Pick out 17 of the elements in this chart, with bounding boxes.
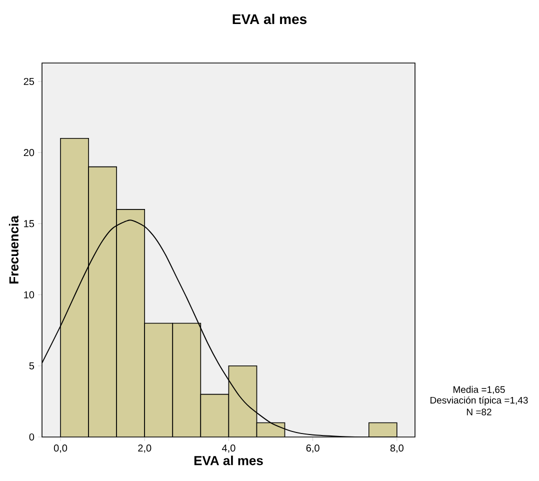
x-tick-label: 8,0 [390,444,404,453]
text: Desviación típica =1,43 [430,396,528,406]
x-axis-title: EVA al mes [194,456,263,466]
y-tick-label: 0 [29,433,34,441]
y-tick-label: 10 [24,291,34,298]
x-tick-label: 0,0 [54,444,68,453]
x-tick-label: 6,0 [306,444,320,453]
y-tick-label: 20 [24,149,34,156]
y-tick-label: 25 [24,78,34,86]
x-tick-label: 4,0 [222,444,236,453]
chart-title: EVA al mes [232,14,307,24]
text: N =82 [466,408,492,416]
x-tick-label: 2,0 [138,444,152,453]
text: Media =1,65 [454,386,505,394]
y-axis-title: Frecuencia [8,216,18,284]
y-tick-label: 15 [24,220,34,228]
y-tick-label: 5 [29,362,34,370]
